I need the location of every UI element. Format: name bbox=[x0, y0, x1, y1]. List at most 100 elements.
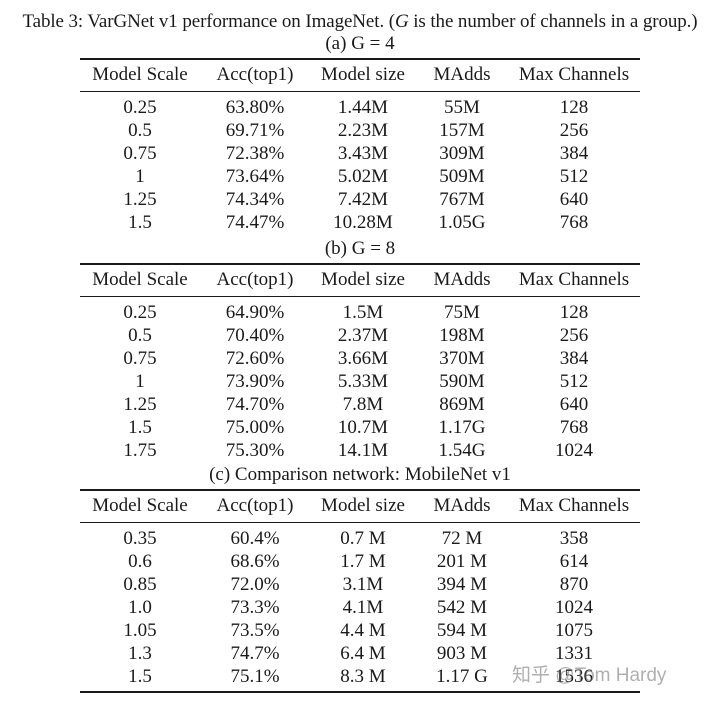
table-row: 0.6 68.6% 1.7 M 201 M 614 bbox=[80, 550, 640, 573]
table-row: 1.5 75.00% 10.7M 1.17G 768 bbox=[80, 416, 640, 439]
table-row: 0.85 72.0% 3.1M 394 M 870 bbox=[80, 573, 640, 596]
table-cell-acc-top1: 64.90% bbox=[225, 302, 285, 323]
table-cell-max-channels: 358 bbox=[559, 528, 589, 549]
table-row: 1 73.90% 5.33M 590M 512 bbox=[80, 370, 640, 393]
table-cell-max-channels: 768 bbox=[559, 212, 589, 233]
column-header-madds: MAdds bbox=[433, 64, 491, 85]
table-cell-madds: 767M bbox=[439, 189, 485, 210]
table-cell-max-channels: 512 bbox=[559, 371, 589, 392]
table-cell-max-channels: 128 bbox=[559, 302, 589, 323]
table-cell-model-size: 4.1M bbox=[342, 597, 384, 618]
table-cell-acc-top1: 75.00% bbox=[225, 417, 285, 438]
header-rule bbox=[80, 522, 640, 523]
column-header-madds: MAdds bbox=[433, 269, 491, 290]
table-cell-madds: 594 M bbox=[436, 620, 488, 641]
table-cell-model-scale: 0.35 bbox=[123, 528, 157, 549]
table-cell-acc-top1: 70.40% bbox=[225, 325, 285, 346]
table-cell-model-size: 4.4 M bbox=[340, 620, 386, 641]
table-cell-acc-top1: 74.7% bbox=[230, 643, 280, 664]
table-cell-model-size: 7.42M bbox=[337, 189, 389, 210]
table-cell-acc-top1: 73.90% bbox=[225, 371, 285, 392]
table-cell-model-scale: 0.5 bbox=[128, 120, 152, 141]
table-cell-madds: 309M bbox=[439, 143, 485, 164]
table-cell-model-size: 6.4 M bbox=[340, 643, 386, 664]
table-cell-model-size: 0.7 M bbox=[340, 528, 386, 549]
table-cell-madds: 370M bbox=[439, 348, 485, 369]
table-cell-model-size: 5.02M bbox=[337, 166, 389, 187]
table-cell-max-channels: 1331 bbox=[555, 643, 593, 664]
table-cell-madds: 869M bbox=[439, 394, 485, 415]
table-cell-model-scale: 0.5 bbox=[128, 325, 152, 346]
table-cell-acc-top1: 72.60% bbox=[225, 348, 285, 369]
table-cell-model-size: 3.1M bbox=[342, 574, 384, 595]
table-cell-model-scale: 1 bbox=[135, 371, 145, 392]
table-cell-max-channels: 614 bbox=[559, 551, 589, 572]
table-cell-max-channels: 384 bbox=[559, 143, 589, 164]
column-header-model-scale: Model Scale bbox=[92, 269, 188, 290]
watermark: 知乎 @Tom Hardy bbox=[512, 665, 667, 686]
table-cell-max-channels: 640 bbox=[559, 394, 589, 415]
table-cell-madds: 542 M bbox=[436, 597, 488, 618]
table-cell-max-channels: 1024 bbox=[555, 440, 593, 461]
table-cell-acc-top1: 75.30% bbox=[225, 440, 285, 461]
table-cell-acc-top1: 69.71% bbox=[225, 120, 285, 141]
table-cell-acc-top1: 63.80% bbox=[225, 97, 285, 118]
table-cell-model-scale: 1.25 bbox=[123, 189, 157, 210]
table-cell-model-size: 1.5M bbox=[342, 302, 384, 323]
table-cell-madds: 1.17 G bbox=[436, 666, 488, 687]
table-cell-acc-top1: 73.64% bbox=[225, 166, 285, 187]
table-cell-max-channels: 384 bbox=[559, 348, 589, 369]
table-row: 1.5 74.47% 10.28M 1.05G 768 bbox=[80, 211, 640, 234]
table-cell-acc-top1: 73.3% bbox=[230, 597, 280, 618]
table-cell-model-size: 10.7M bbox=[337, 417, 389, 438]
table-cell-model-size: 7.8M bbox=[342, 394, 384, 415]
table-cell-max-channels: 1075 bbox=[555, 620, 593, 641]
table-row: 1.3 74.7% 6.4 M 903 M 1331 bbox=[80, 642, 640, 665]
table-cell-acc-top1: 74.47% bbox=[225, 212, 285, 233]
table-cell-acc-top1: 60.4% bbox=[230, 528, 280, 549]
bottom-rule bbox=[80, 691, 640, 693]
table-cell-max-channels: 640 bbox=[559, 189, 589, 210]
table-row: 0.25 63.80% 1.44M 55M 128 bbox=[80, 96, 640, 119]
table-cell-model-scale: 1.75 bbox=[123, 440, 157, 461]
table-cell-max-channels: 1536 bbox=[555, 666, 593, 687]
table-cell-model-size: 1.7 M bbox=[340, 551, 386, 572]
table-row: 0.5 69.71% 2.23M 157M 256 bbox=[80, 119, 640, 142]
table-cell-model-size: 10.28M bbox=[333, 212, 393, 233]
caption-suffix: is the number of channels in a group.) bbox=[408, 11, 698, 32]
table-cell-acc-top1: 74.70% bbox=[225, 394, 285, 415]
table-cell-madds: 75M bbox=[444, 302, 480, 323]
table-cell-madds: 55M bbox=[444, 97, 480, 118]
column-header-model-size: Model size bbox=[321, 495, 405, 516]
section-top-rule bbox=[80, 489, 640, 491]
table-row: 1.25 74.70% 7.8M 869M 640 bbox=[80, 393, 640, 416]
table-cell-model-scale: 1.25 bbox=[123, 394, 157, 415]
table-cell-madds: 903 M bbox=[436, 643, 488, 664]
table-row: 0.5 70.40% 2.37M 198M 256 bbox=[80, 324, 640, 347]
table-cell-model-size: 5.33M bbox=[337, 371, 389, 392]
section-title: (a) G = 4 bbox=[325, 33, 395, 54]
header-row: Model Scale Acc(top1) Model size MAdds Max C… bbox=[80, 494, 640, 517]
table-cell-model-scale: 1.5 bbox=[128, 212, 152, 233]
table-cell-model-size: 1.44M bbox=[337, 97, 389, 118]
column-header-model-size: Model size bbox=[321, 64, 405, 85]
column-header-max-channels: Max Channels bbox=[518, 64, 630, 85]
table-cell-model-scale: 1 bbox=[135, 166, 145, 187]
table-row: 1.75 75.30% 14.1M 1.54G 1024 bbox=[80, 439, 640, 462]
table-cell-max-channels: 256 bbox=[559, 325, 589, 346]
header-row: Model Scale Acc(top1) Model size MAdds Max C… bbox=[80, 63, 640, 86]
table-cell-model-size: 2.23M bbox=[337, 120, 389, 141]
table-cell-madds: 394 M bbox=[436, 574, 488, 595]
table-cell-acc-top1: 68.6% bbox=[230, 551, 280, 572]
table-cell-max-channels: 1024 bbox=[555, 597, 593, 618]
table-cell-model-scale: 1.5 bbox=[128, 666, 152, 687]
table-cell-max-channels: 512 bbox=[559, 166, 589, 187]
column-header-madds: MAdds bbox=[433, 495, 491, 516]
column-header-max-channels: Max Channels bbox=[518, 495, 630, 516]
table-row: 1.25 74.34% 7.42M 767M 640 bbox=[80, 188, 640, 211]
table-cell-madds: 509M bbox=[439, 166, 485, 187]
table-cell-acc-top1: 75.1% bbox=[230, 666, 280, 687]
table-row: 1.05 73.5% 4.4 M 594 M 1075 bbox=[80, 619, 640, 642]
table-cell-max-channels: 256 bbox=[559, 120, 589, 141]
table-cell-model-scale: 0.6 bbox=[128, 551, 152, 572]
